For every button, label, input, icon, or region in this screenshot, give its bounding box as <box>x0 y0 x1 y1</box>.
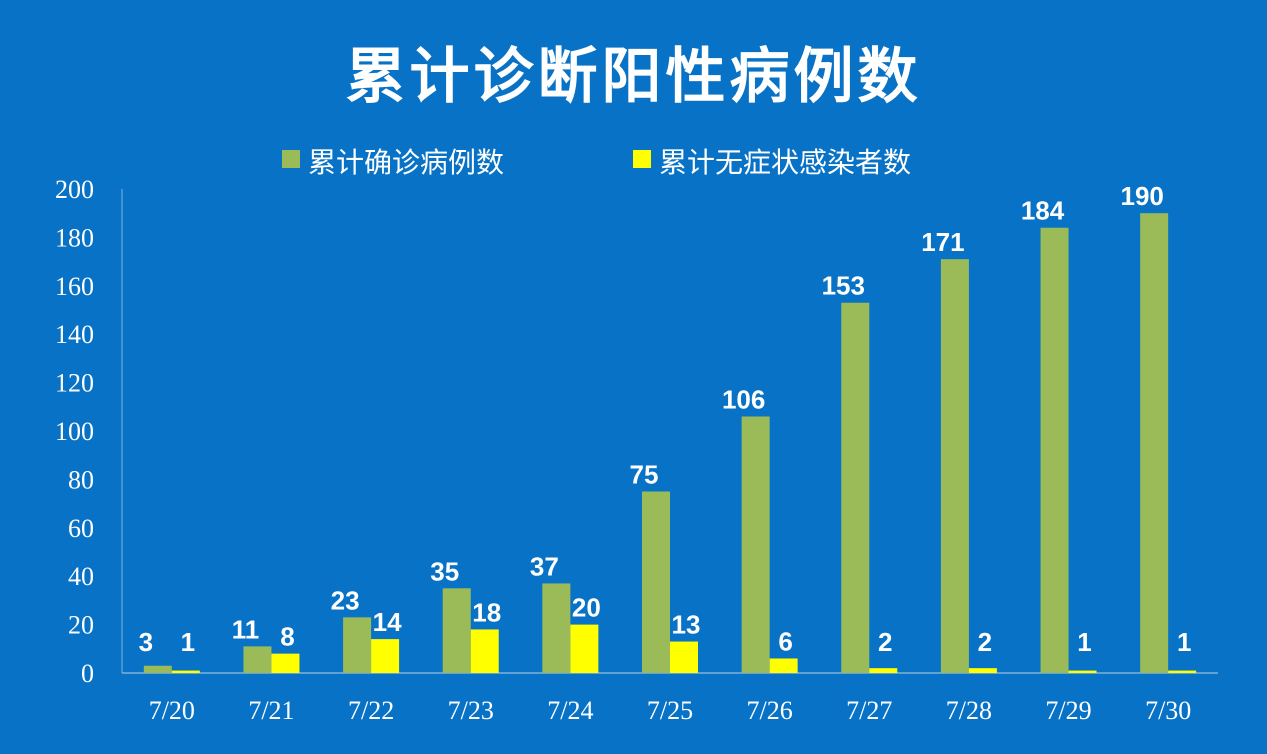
y-tick-label: 160 <box>55 272 94 301</box>
x-tick-label: 7/24 <box>547 696 593 725</box>
y-tick-label: 140 <box>55 320 94 349</box>
data-label-confirmed: 106 <box>722 384 765 414</box>
x-tick-label: 7/25 <box>647 696 693 725</box>
bar-confirmed <box>442 588 471 673</box>
data-label-asymptomatic: 2 <box>878 627 892 657</box>
bar-asymptomatic <box>1068 670 1097 673</box>
bar-confirmed <box>1140 213 1169 673</box>
data-label-asymptomatic: 14 <box>373 607 402 637</box>
bar-asymptomatic <box>371 639 400 673</box>
x-tick-label: 7/20 <box>149 696 195 725</box>
bar-asymptomatic <box>670 641 698 673</box>
data-label-asymptomatic: 2 <box>978 627 992 657</box>
legend-label-confirmed: 累计确诊病例数 <box>308 146 504 179</box>
data-label-asymptomatic: 18 <box>472 597 501 627</box>
y-tick-label: 20 <box>68 611 94 640</box>
bar-asymptomatic <box>869 668 898 673</box>
bar-asymptomatic <box>271 653 300 673</box>
legend-swatch-confirmed <box>282 150 300 168</box>
data-label-confirmed: 35 <box>430 556 459 586</box>
bar-confirmed <box>841 302 870 673</box>
bar-confirmed <box>741 416 770 673</box>
bars <box>143 213 1197 673</box>
bar-confirmed <box>642 491 670 673</box>
x-axis: 7/20 7/21 7/22 7/23 7/24 7/25 7/26 7/27 7/28 7/29… <box>122 672 1218 725</box>
data-label-confirmed: 23 <box>331 585 360 615</box>
y-tick-label: 100 <box>55 417 94 446</box>
bar-confirmed <box>1040 227 1069 673</box>
y-axis: 0 20 40 60 80 100 120 140 160 180 200 <box>55 175 123 688</box>
data-label-asymptomatic: 13 <box>672 610 701 640</box>
y-tick-label: 0 <box>81 659 94 688</box>
legend-swatch-asymptomatic <box>633 150 651 168</box>
data-label-asymptomatic: 1 <box>1077 627 1091 657</box>
bar-confirmed <box>343 617 372 673</box>
y-tick-label: 60 <box>68 514 94 543</box>
bar-asymptomatic <box>570 624 599 673</box>
bar-confirmed <box>940 259 969 673</box>
data-label-confirmed: 3 <box>139 627 153 657</box>
x-tick-label: 7/22 <box>348 696 394 725</box>
x-tick-label: 7/23 <box>448 696 494 725</box>
bar-asymptomatic <box>769 658 798 673</box>
data-labels: 3 1 11 823143518372075131066153217121841190… <box>139 181 1192 657</box>
y-tick-label: 120 <box>55 369 94 398</box>
x-tick-label: 7/26 <box>747 696 793 725</box>
x-tick-label: 7/21 <box>248 696 294 725</box>
data-label-confirmed: 75 <box>630 460 659 490</box>
bar-asymptomatic <box>470 629 499 673</box>
data-label-confirmed: 190 <box>1120 181 1163 211</box>
y-tick-label: 40 <box>68 562 94 591</box>
data-label-confirmed: 11 <box>232 614 260 644</box>
data-label-confirmed: 184 <box>1021 196 1065 226</box>
chart-title: 累计诊断阳性病例数 <box>345 42 922 112</box>
data-label-confirmed: 153 <box>822 271 865 301</box>
x-tick-label: 7/30 <box>1145 696 1191 725</box>
x-tick-label: 7/29 <box>1045 696 1091 725</box>
y-tick-label: 200 <box>55 175 94 204</box>
y-tick-label: 180 <box>55 223 94 252</box>
data-label-asymptomatic: 20 <box>572 593 601 623</box>
bar-asymptomatic <box>171 670 200 673</box>
data-label-asymptomatic: 8 <box>280 622 294 652</box>
data-label-asymptomatic: 1 <box>1177 627 1191 657</box>
bar-confirmed <box>143 665 172 673</box>
bar-asymptomatic <box>968 668 997 673</box>
x-tick-label: 7/28 <box>946 696 992 725</box>
data-label-asymptomatic: 6 <box>778 626 792 656</box>
bar-confirmed <box>243 646 272 673</box>
bar-asymptomatic <box>1168 670 1197 673</box>
y-tick-label: 80 <box>68 465 94 494</box>
data-label-confirmed: 171 <box>921 227 964 257</box>
legend: 累计确诊病例数 累计无症状感染者数 <box>282 146 911 179</box>
data-label-asymptomatic: 1 <box>181 627 195 657</box>
bar-confirmed <box>542 583 571 673</box>
data-label-confirmed: 37 <box>530 551 559 581</box>
legend-label-asymptomatic: 累计无症状感染者数 <box>659 146 911 179</box>
x-tick-label: 7/27 <box>846 696 892 725</box>
